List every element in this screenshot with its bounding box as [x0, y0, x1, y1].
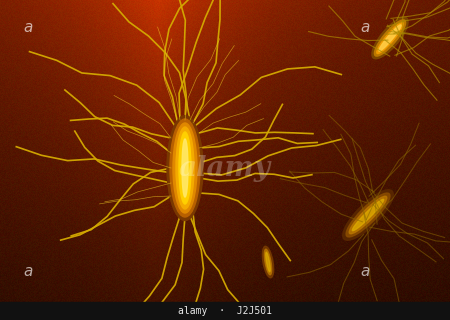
Ellipse shape	[262, 246, 274, 278]
Ellipse shape	[176, 127, 194, 209]
Text: a: a	[360, 20, 370, 36]
Text: a: a	[23, 20, 33, 36]
Ellipse shape	[343, 190, 393, 240]
Ellipse shape	[182, 139, 188, 197]
Ellipse shape	[179, 132, 191, 204]
Text: a: a	[360, 265, 370, 279]
Ellipse shape	[377, 22, 403, 53]
Ellipse shape	[379, 25, 401, 51]
Ellipse shape	[173, 123, 197, 213]
Ellipse shape	[167, 116, 203, 220]
Bar	[0, 302, 450, 320]
Text: a: a	[23, 265, 33, 279]
Ellipse shape	[266, 252, 270, 272]
Ellipse shape	[349, 196, 387, 234]
Ellipse shape	[346, 193, 390, 237]
Text: alamy: alamy	[179, 155, 271, 181]
Ellipse shape	[352, 199, 384, 231]
Ellipse shape	[264, 249, 272, 275]
Ellipse shape	[170, 119, 200, 217]
Ellipse shape	[372, 17, 408, 59]
Text: alamy  ·  J2J501: alamy · J2J501	[178, 306, 272, 316]
Ellipse shape	[374, 20, 405, 56]
